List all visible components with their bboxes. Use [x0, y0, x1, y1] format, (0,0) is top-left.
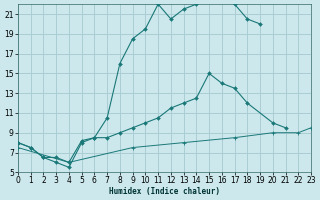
- X-axis label: Humidex (Indice chaleur): Humidex (Indice chaleur): [109, 187, 220, 196]
